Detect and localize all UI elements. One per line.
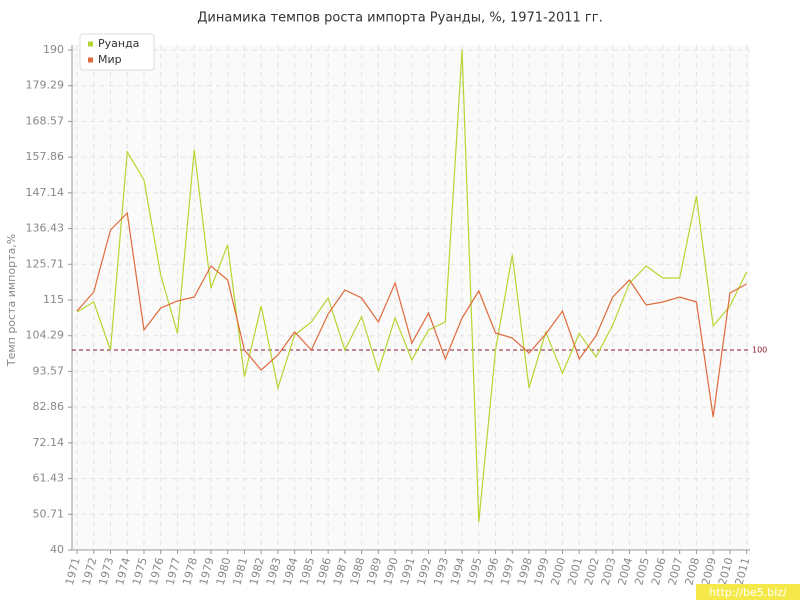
legend-box — [79, 33, 155, 71]
series-line — [76, 49, 748, 523]
y-tick-label: 40 — [50, 543, 64, 556]
y-tick-label: 125.71 — [26, 257, 65, 270]
x-tick-label: 2011 — [733, 556, 753, 586]
y-axis-label: Темп роста импорта,% — [5, 234, 18, 367]
y-tick-label: 61.43 — [33, 472, 65, 485]
y-tick-label: 157.86 — [26, 150, 65, 163]
y-tick-label: 50.71 — [33, 507, 65, 520]
series-line — [76, 211, 747, 418]
y-tick-label: 82.86 — [33, 400, 65, 413]
y-tick-label: 104.29 — [26, 329, 65, 342]
watermark-bg — [696, 584, 800, 600]
legend-label: Мир — [98, 53, 122, 66]
y-tick-label: 93.57 — [33, 364, 65, 377]
y-tick-label: 72.14 — [33, 436, 65, 449]
y-tick-label: 179.29 — [26, 79, 65, 92]
y-tick-label: 115 — [43, 293, 64, 306]
chart-title: Динамика темпов роста импорта Руанды, %,… — [197, 11, 602, 26]
legend-swatch — [88, 57, 93, 63]
y-tick-label: 147.14 — [26, 186, 65, 199]
legend-swatch — [88, 41, 93, 47]
y-tick-label: 136.43 — [26, 222, 65, 235]
legend-label: Руанда — [98, 37, 139, 50]
y-tick-label: 168.57 — [26, 114, 65, 127]
reference-label: 100 — [752, 346, 767, 355]
y-tick-label: 190 — [43, 43, 64, 56]
plot-area — [72, 45, 750, 550]
watermark: http://be5.biz/ — [709, 586, 787, 599]
